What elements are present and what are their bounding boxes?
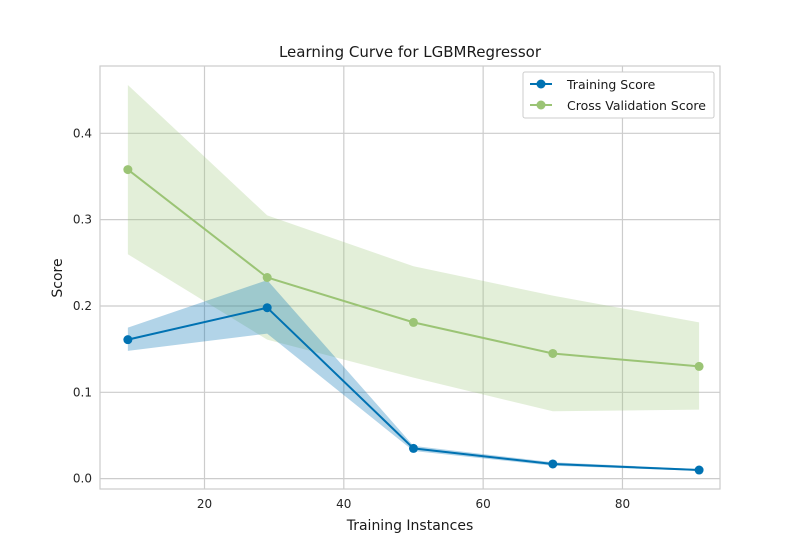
cross-validation-score-point [694,361,704,371]
x-tick-label: 20 [197,497,212,511]
x-tick-labels: 20 40 60 80 [197,497,630,511]
score-bands [127,84,700,471]
plot-frame [99,65,721,490]
y-tick-label: 0.0 [73,472,92,486]
legend-label-cross-validation-score: Cross Validation Score [567,98,706,113]
y-axis-label: Score [50,258,66,297]
legend-label-training-score: Training Score [566,77,656,92]
x-axis-label: Training Instances [346,518,474,534]
score-points [123,165,704,475]
training-score-band [127,280,700,471]
training-score-point [408,443,418,453]
training-score-point [262,303,272,313]
legend-marker-cross-validation-score [536,100,546,110]
legend-box [522,71,715,119]
y-tick-label: 0.2 [73,299,92,313]
chart-title: Learning Curve for LGBMRegressor [279,43,542,61]
legend-item-cross-validation-score: Cross Validation Score [530,98,706,113]
legend-marker-training-score [536,79,546,89]
plot-area [100,66,720,489]
training-score-point [548,459,558,469]
x-tick-label: 60 [476,497,491,511]
training-score-point [123,335,133,345]
training-score-point [694,465,704,475]
cross-validation-score-point [548,348,558,358]
cross-validation-score-point [262,273,272,282]
x-tick-label: 80 [615,497,630,511]
cross-validation-score-point [408,317,418,327]
y-tick-label: 0.4 [73,126,92,140]
y-tick-labels: 0.0 0.1 0.2 0.3 0.4 [73,126,92,485]
x-tick-label: 40 [336,497,351,511]
grid-lines [100,66,720,489]
y-tick-label: 0.3 [73,213,92,227]
y-tick-label: 0.1 [73,385,92,399]
cross-validation-score-point [123,165,133,175]
legend-item-training-score: Training Score [530,77,656,92]
cross-validation-score-band [127,84,700,412]
legend: Training Score Cross Validation Score [522,71,715,119]
